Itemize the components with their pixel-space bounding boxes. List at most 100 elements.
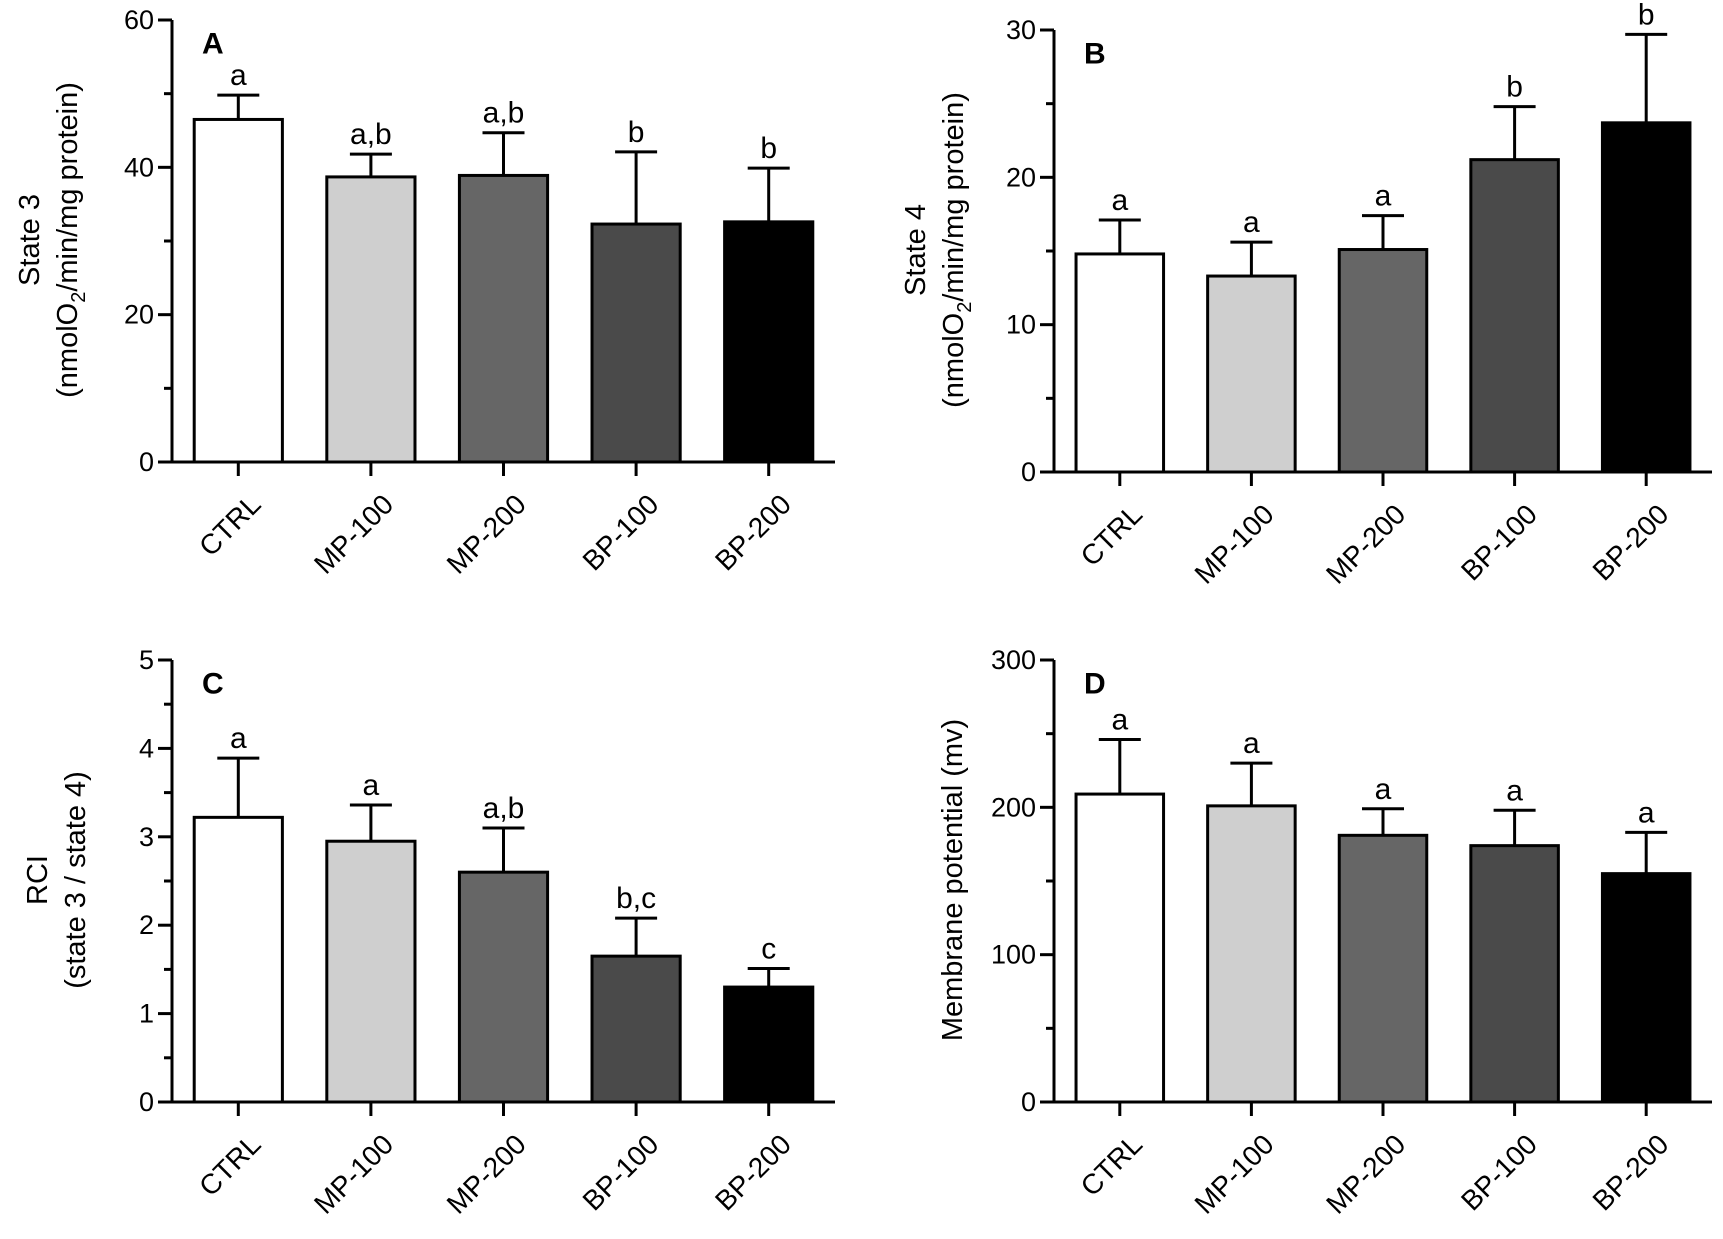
bar-ctrl [192, 815, 284, 1104]
bar-mp-200 [457, 173, 550, 464]
significance-label-bp-100: b [628, 116, 645, 149]
y-tick-label: 2 [139, 910, 154, 940]
category-label-mp-100: MP-100 [1189, 1128, 1280, 1219]
y-tick-label: 20 [1006, 162, 1036, 192]
category-label-mp-100: MP-100 [308, 1128, 399, 1219]
category-label-bp-200: BP-200 [709, 488, 797, 576]
y-axis-title-part: (state 3 / state 4) [60, 771, 92, 989]
panel-a: a CTRL a,b MP-100 a,b MP-200 b BP-100 b BP-200 0 20… [14, 5, 835, 580]
significance-label-bp-100: b,c [616, 882, 656, 915]
significance-label-mp-200: a,b [483, 792, 525, 825]
panel-letter: A [202, 28, 224, 61]
bar-bp-200 [723, 220, 815, 464]
bar-mp-200 [1337, 248, 1429, 474]
y-tick-label: 60 [124, 5, 154, 35]
y-tick-label: 100 [991, 940, 1036, 970]
category-label-bp-100: BP-100 [1455, 498, 1543, 586]
y-tick-label: 1 [139, 999, 154, 1029]
significance-label-bp-200: c [761, 933, 776, 966]
significance-label-ctrl: a [230, 722, 247, 755]
y-tick-label: 0 [139, 447, 154, 477]
panel-b: a CTRL a MP-100 a MP-200 b BP-100 b BP-200 0 10 20 30… [900, 0, 1712, 590]
category-label-bp-100: BP-100 [1455, 1128, 1543, 1216]
significance-label-mp-200: a [1375, 773, 1392, 806]
significance-label-bp-200: b [1638, 0, 1655, 31]
category-label-bp-200: BP-200 [1587, 498, 1675, 586]
y-tick-label: 20 [124, 300, 154, 330]
y-tick-label: 3 [139, 822, 154, 852]
y-axis-title-line1: State 3 [14, 194, 46, 286]
y-axis-title-line2: (nmolO2/min/mg protein) [52, 82, 90, 398]
y-axis-title-line1: State 4 [900, 204, 932, 296]
bar-mp-100 [325, 839, 417, 1104]
panel-letter: D [1084, 668, 1106, 701]
significance-label-mp-200: a,b [483, 97, 525, 130]
category-label-ctrl: CTRL [193, 488, 267, 562]
significance-label-mp-200: a [1375, 180, 1392, 213]
panel-letter: B [1084, 38, 1106, 71]
category-label-ctrl: CTRL [1075, 498, 1149, 572]
bar-mp-100 [1206, 274, 1297, 474]
y-tick-label: 200 [991, 792, 1036, 822]
category-label-bp-100: BP-100 [577, 488, 665, 576]
category-label-bp-200: BP-200 [1587, 1128, 1675, 1216]
bar-bp-200 [723, 985, 815, 1104]
y-tick-label: 30 [1006, 15, 1036, 45]
y-axis-title-line1: Membrane potential (mv) [937, 719, 969, 1041]
y-tick-label: 300 [991, 645, 1036, 675]
y-axis-title-part: /min/mg protein) [52, 82, 84, 292]
y-axis-title-part: (nmolO [52, 303, 84, 398]
bar-mp-200 [457, 870, 550, 1104]
panel-d: a CTRL a MP-100 a MP-200 a BP-100 a BP-200 0 100 200… [937, 645, 1712, 1220]
bar-mp-100 [1206, 804, 1297, 1104]
significance-label-bp-100: b [1506, 71, 1523, 104]
bar-bp-100 [590, 222, 682, 464]
category-label-mp-200: MP-200 [1320, 498, 1411, 589]
category-label-bp-200: BP-200 [709, 1128, 797, 1216]
significance-label-mp-100: a [1243, 727, 1260, 760]
category-label-mp-100: MP-100 [1189, 498, 1280, 589]
significance-label-bp-200: b [760, 132, 777, 165]
category-label-ctrl: CTRL [1075, 1128, 1149, 1202]
significance-label-mp-100: a [1243, 206, 1260, 239]
panel-letter: C [202, 668, 224, 701]
y-tick-label: 0 [1021, 457, 1036, 487]
bar-bp-100 [1469, 158, 1560, 474]
category-label-ctrl: CTRL [193, 1128, 267, 1202]
bar-ctrl [192, 117, 284, 464]
y-axis-title-subscript: 2 [954, 302, 976, 313]
significance-label-mp-100: a,b [350, 118, 392, 151]
significance-label-ctrl: a [230, 59, 247, 92]
significance-label-ctrl: a [1111, 184, 1128, 217]
bar-mp-100 [325, 175, 417, 464]
significance-label-ctrl: a [1111, 704, 1128, 737]
y-axis-title-part: /min/mg protein) [938, 92, 970, 302]
y-tick-label: 0 [139, 1087, 154, 1117]
significance-label-mp-100: a [363, 769, 380, 802]
y-tick-label: 5 [139, 645, 154, 675]
y-axis-title-line1: RCI [22, 855, 54, 905]
bar-mp-200 [1337, 833, 1429, 1104]
significance-label-bp-200: a [1638, 796, 1655, 829]
bar-bp-200 [1600, 872, 1692, 1104]
category-label-bp-100: BP-100 [577, 1128, 665, 1216]
y-tick-label: 10 [1006, 310, 1036, 340]
panel-c: a CTRL a MP-100 a,b MP-200 b,c BP-100 c BP-200 0 1 2… [22, 645, 835, 1220]
bar-ctrl [1074, 252, 1166, 474]
bar-bp-100 [1469, 844, 1560, 1104]
category-label-mp-200: MP-200 [441, 488, 532, 579]
y-axis-title-subscript: 2 [68, 292, 90, 303]
y-tick-label: 0 [1021, 1087, 1036, 1117]
y-tick-label: 4 [139, 733, 154, 763]
y-axis-title-line2: (nmolO2/min/mg protein) [938, 92, 976, 408]
category-label-mp-100: MP-100 [308, 488, 399, 579]
significance-label-bp-100: a [1506, 774, 1523, 807]
bar-ctrl [1074, 792, 1166, 1104]
bar-bp-200 [1600, 121, 1692, 474]
y-axis-title-line2: (state 3 / state 4) [60, 771, 92, 989]
category-label-mp-200: MP-200 [1320, 1128, 1411, 1219]
y-tick-label: 40 [124, 152, 154, 182]
y-axis-title-part: (nmolO [938, 313, 970, 408]
category-label-mp-200: MP-200 [441, 1128, 532, 1219]
